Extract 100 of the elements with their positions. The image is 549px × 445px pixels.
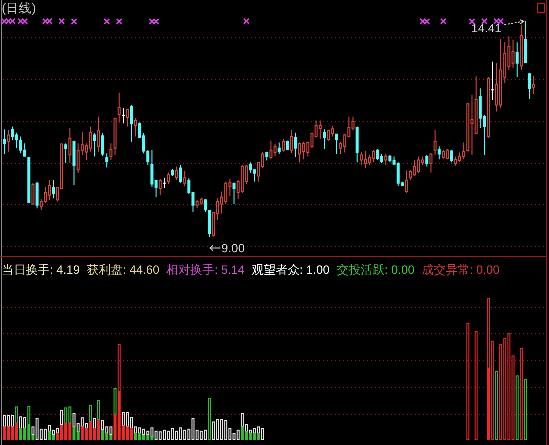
candlestick	[48, 180, 52, 201]
candlestick	[528, 72, 532, 100]
bar	[179, 428, 182, 440]
candlestick	[532, 76, 536, 95]
candlestick	[462, 142, 466, 160]
candlestick	[122, 108, 125, 124]
candlestick	[290, 130, 294, 154]
candlestick	[72, 141, 76, 186]
bar	[130, 428, 134, 440]
bar	[212, 422, 216, 440]
bar	[142, 428, 146, 436]
bar	[44, 428, 48, 440]
candlestick	[356, 126, 359, 164]
candlestick	[335, 133, 338, 155]
candlestick	[286, 140, 290, 151]
bar	[200, 430, 203, 440]
bar	[158, 432, 162, 440]
candlestick	[434, 130, 437, 156]
candlestick	[512, 39, 515, 70]
bar	[72, 413, 76, 428]
bar	[101, 430, 104, 440]
candlestick	[200, 197, 203, 206]
bar	[72, 426, 76, 440]
candlestick	[28, 157, 31, 204]
candlestick	[270, 140, 273, 160]
bar	[146, 430, 150, 436]
candlestick	[184, 170, 187, 187]
bar	[134, 433, 138, 440]
bar	[93, 418, 96, 429]
candlestick	[438, 146, 441, 160]
chart-title: (日线)	[2, 2, 36, 16]
bar	[68, 423, 72, 440]
bar	[171, 428, 174, 440]
bar	[11, 415, 14, 428]
bar	[142, 435, 146, 440]
candlestick	[331, 125, 334, 138]
candlestick	[499, 38, 502, 109]
candlestick	[118, 92, 121, 124]
candlestick	[208, 210, 212, 238]
bar	[48, 432, 52, 440]
bar	[236, 430, 240, 440]
bar	[192, 418, 195, 440]
candlestick	[130, 104, 134, 142]
bar	[3, 426, 6, 440]
candlestick	[68, 128, 72, 164]
bar	[11, 426, 14, 440]
bar	[64, 423, 68, 440]
candlestick	[487, 76, 490, 139]
candlestick	[232, 182, 236, 205]
candlestick	[364, 150, 368, 169]
bar	[126, 426, 130, 440]
candlestick	[110, 143, 113, 161]
bar	[24, 417, 27, 429]
bar	[466, 323, 470, 440]
bar	[118, 344, 121, 392]
text: 观望者众: 1.00	[252, 263, 330, 277]
bar	[80, 426, 84, 440]
text: 相对换手: 5.14	[166, 263, 246, 277]
bar	[240, 426, 244, 440]
bar	[487, 368, 490, 440]
text: 交投活跃: 0.00	[336, 263, 416, 277]
candlestick	[294, 132, 298, 158]
text: 获利盘: 44.60	[87, 263, 160, 277]
candlestick	[97, 116, 100, 152]
candlestick	[93, 133, 96, 158]
bar	[253, 433, 256, 440]
candlestick	[175, 166, 178, 181]
bar	[520, 348, 523, 440]
candlestick	[380, 154, 384, 164]
candlestick	[442, 150, 446, 160]
bar	[224, 420, 228, 440]
candlestick	[430, 153, 433, 174]
candlestick	[134, 118, 138, 138]
bar	[184, 430, 187, 440]
candlestick	[274, 143, 277, 158]
annotation: 14.41	[472, 21, 502, 36]
candlestick	[388, 154, 392, 164]
bar	[163, 430, 166, 440]
candlestick	[516, 42, 519, 78]
bar	[15, 423, 18, 440]
candlestick	[171, 169, 174, 177]
candlestick	[146, 150, 150, 166]
candlestick	[163, 178, 166, 190]
text: 当日换手: 4.19	[2, 263, 80, 277]
candlestick	[405, 170, 408, 194]
candlestick	[278, 142, 281, 155]
bar	[19, 428, 22, 440]
candlestick	[376, 148, 380, 161]
bar	[167, 430, 170, 440]
candlestick	[101, 133, 104, 157]
bar	[253, 428, 256, 434]
bar	[508, 333, 511, 440]
candlestick	[298, 142, 302, 164]
candlestick	[302, 141, 306, 160]
bar	[126, 412, 130, 428]
candlestick	[417, 156, 420, 174]
candlestick	[179, 164, 182, 184]
candlestick	[426, 154, 429, 168]
bar	[36, 418, 39, 440]
candlestick	[454, 156, 458, 166]
